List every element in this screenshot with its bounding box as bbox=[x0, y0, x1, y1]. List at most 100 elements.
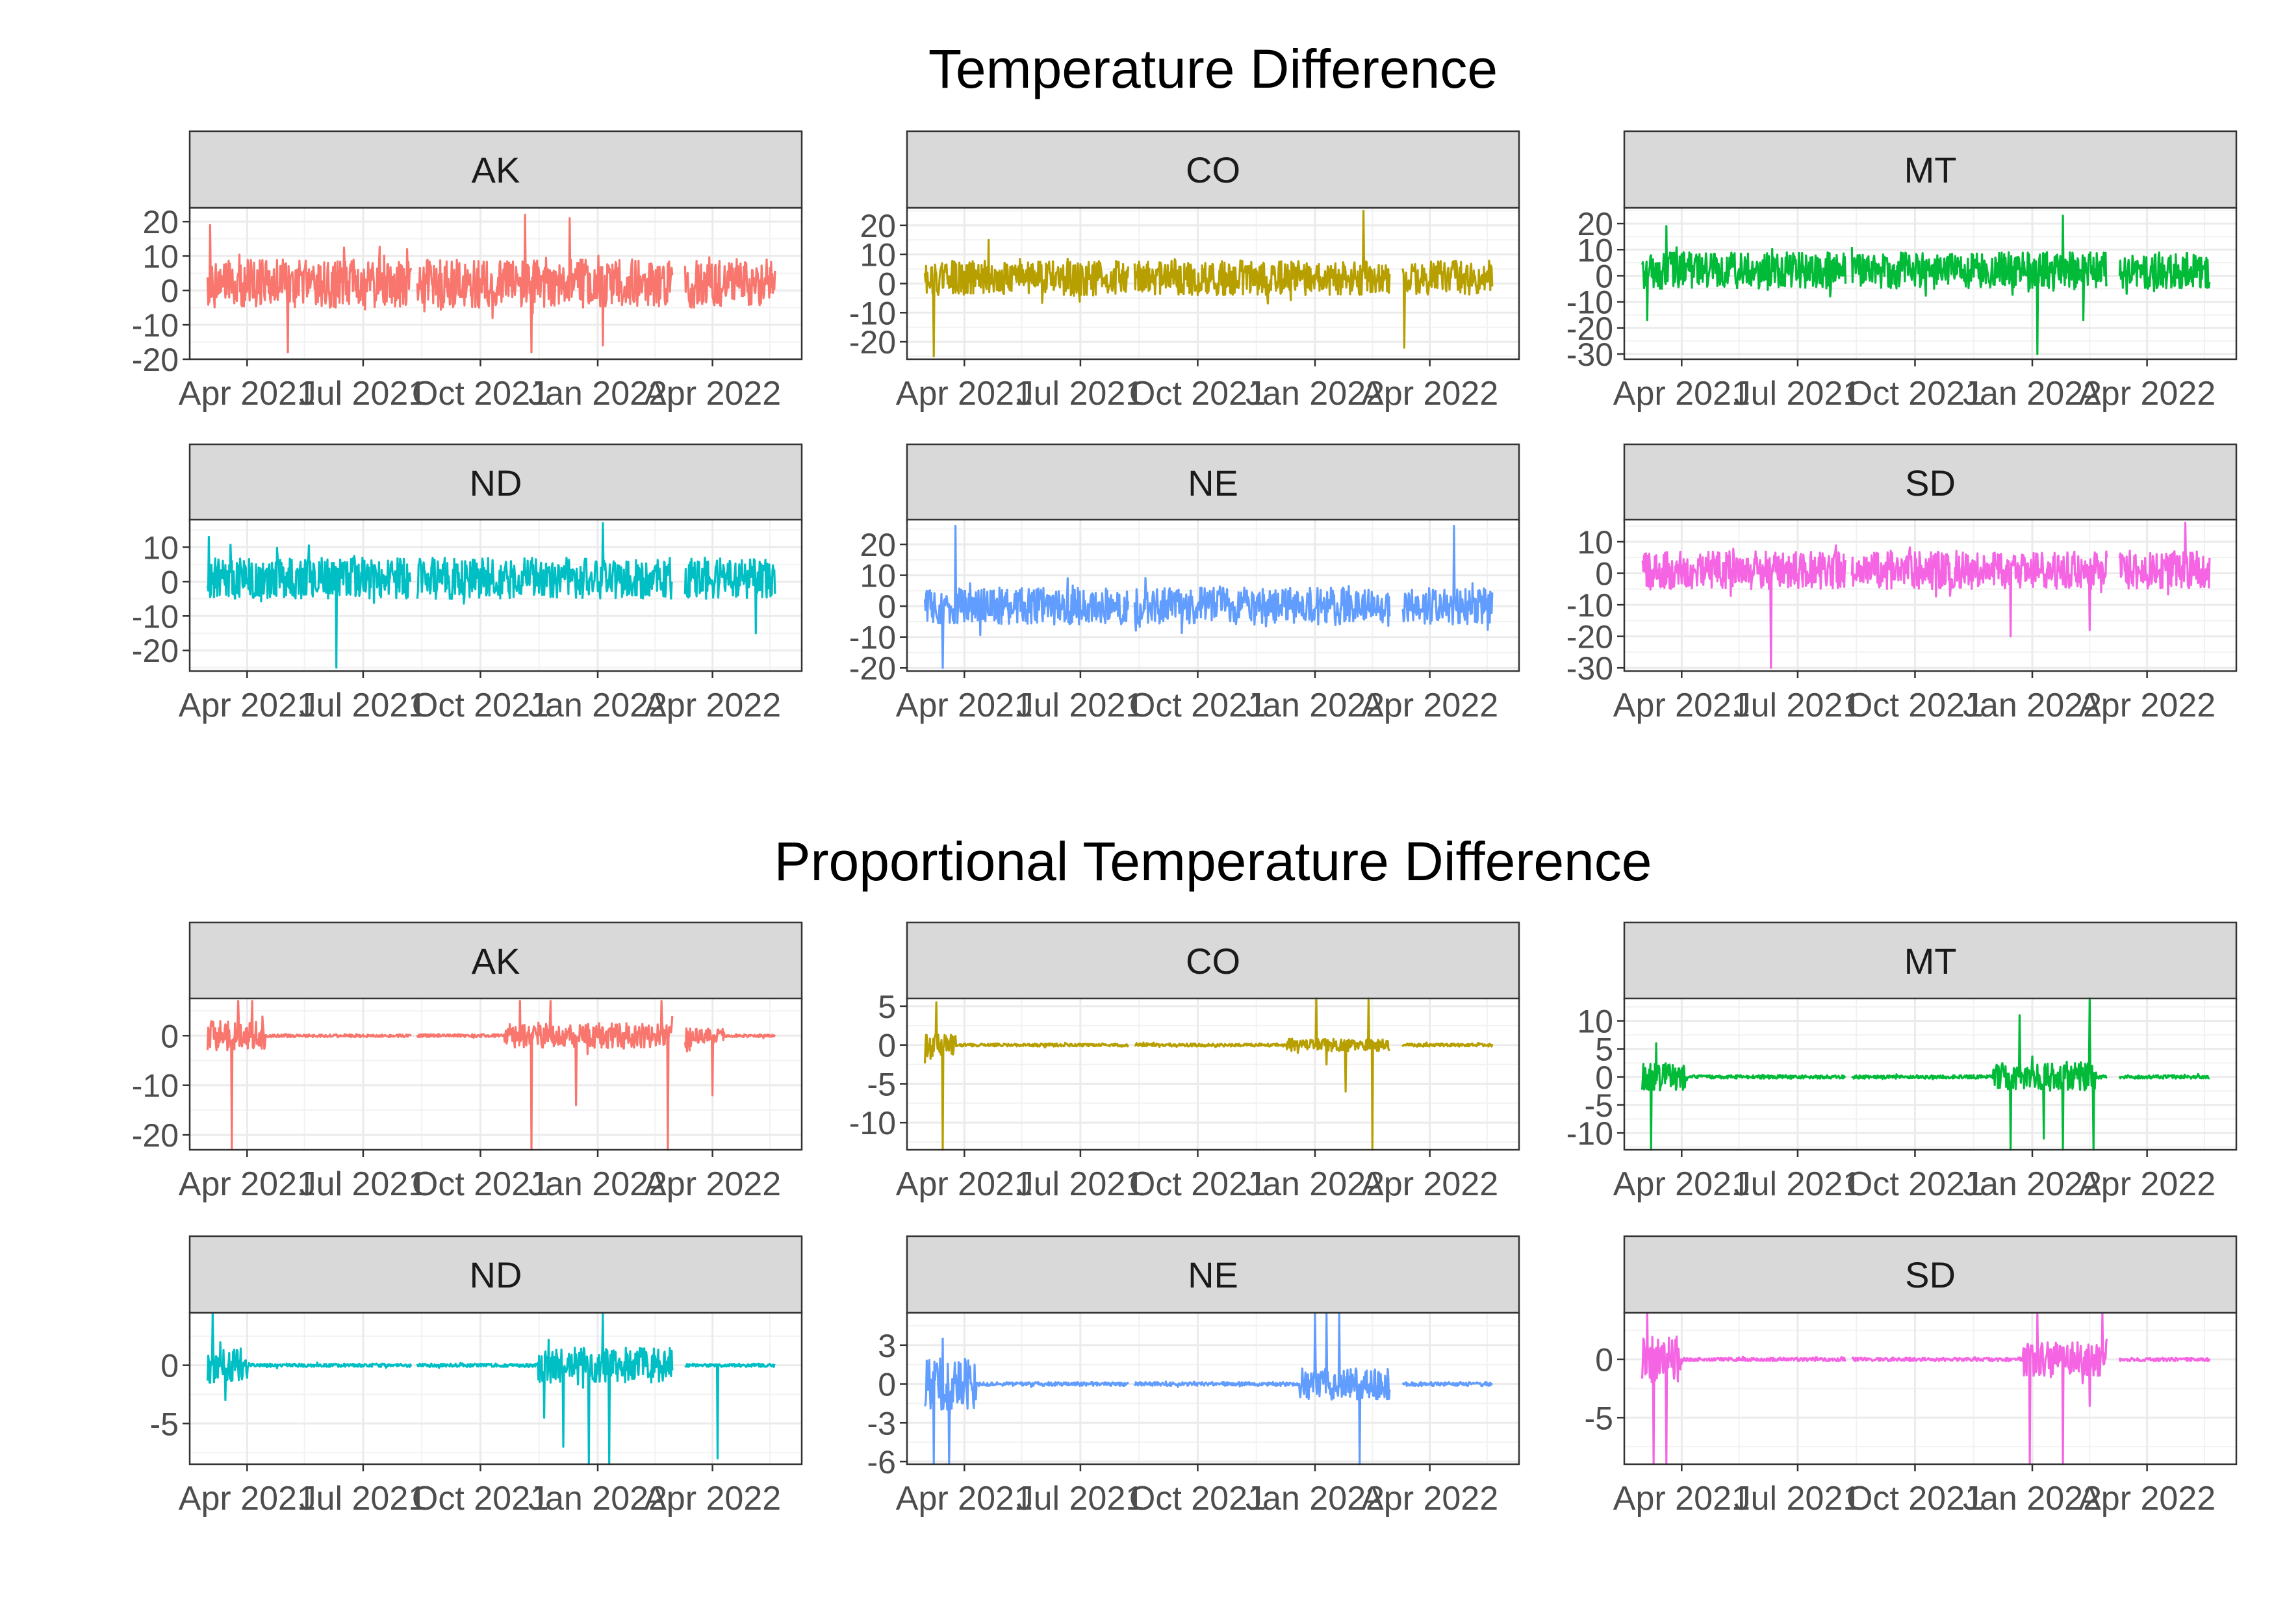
x-tick-label: Apr 2022 bbox=[644, 1165, 781, 1203]
y-tick-label: -5 bbox=[1585, 1087, 1613, 1124]
panel-background bbox=[907, 1313, 1519, 1464]
y-tick-label: -20 bbox=[849, 650, 896, 687]
y-tick-label: -10 bbox=[132, 1068, 179, 1104]
y-tick-label: 0 bbox=[878, 1028, 896, 1064]
x-tick-label: Jan 2022 bbox=[1246, 375, 1385, 412]
x-tick-label: Apr 2021 bbox=[896, 1480, 1033, 1517]
x-tick-label: Apr 2022 bbox=[2078, 687, 2216, 724]
chart-block-2: Proportional Temperature Difference AK -20… bbox=[132, 831, 2238, 1517]
facet-strip bbox=[188, 1235, 803, 1314]
y-tick-label: 0 bbox=[160, 273, 179, 309]
series-line-mt bbox=[1641, 997, 2210, 1151]
y-tick-label: 20 bbox=[860, 527, 896, 563]
x-tick-label: Apr 2021 bbox=[896, 687, 1033, 724]
facet-label: SD bbox=[1905, 1254, 1956, 1295]
y-tick-label: 10 bbox=[1577, 1004, 1613, 1040]
x-tick-label: Apr 2021 bbox=[179, 1480, 316, 1517]
facet-label: NE bbox=[1188, 1254, 1238, 1295]
facet-label: NE bbox=[1188, 463, 1238, 503]
panel-background bbox=[1624, 520, 2236, 671]
facet-strip bbox=[906, 443, 1520, 522]
y-tick-label: -10 bbox=[849, 295, 896, 331]
x-tick-label: Oct 2021 bbox=[1846, 375, 1984, 412]
panel-border bbox=[188, 207, 803, 361]
x-tick-label: Jul 2021 bbox=[1017, 1480, 1145, 1517]
y-tick-label: -5 bbox=[867, 1066, 896, 1102]
facet-label: AK bbox=[472, 941, 520, 982]
series-line-ak bbox=[206, 214, 776, 353]
x-tick-label: Jan 2022 bbox=[528, 1165, 667, 1203]
series-line-ne bbox=[924, 1312, 1493, 1465]
y-tick-label: -20 bbox=[132, 1117, 179, 1154]
x-tick-label: Apr 2022 bbox=[2078, 1165, 2216, 1203]
y-tick-label: -10 bbox=[849, 620, 896, 656]
panel-border bbox=[1623, 518, 2238, 672]
x-tick-label: Jul 2021 bbox=[1017, 1165, 1145, 1203]
facet-label: ND bbox=[470, 1254, 522, 1295]
series-line-nd bbox=[206, 1312, 776, 1465]
y-tick-label: 20 bbox=[142, 204, 179, 240]
chart-title: Proportional Temperature Difference bbox=[774, 831, 1652, 892]
y-tick-label: 0 bbox=[1595, 1059, 1613, 1096]
y-tick-label: -30 bbox=[1566, 336, 1613, 373]
panel-border bbox=[1623, 1312, 2238, 1465]
y-tick-label: 3 bbox=[878, 1328, 896, 1364]
x-tick-label: Apr 2022 bbox=[644, 687, 781, 724]
x-tick-label: Jan 2022 bbox=[1963, 1480, 2102, 1517]
y-tick-label: -10 bbox=[132, 598, 179, 635]
panel-border bbox=[188, 997, 803, 1151]
facet-strip bbox=[1623, 1235, 2238, 1314]
x-tick-label: Apr 2022 bbox=[644, 375, 781, 412]
x-tick-label: Jul 2021 bbox=[1734, 687, 1862, 724]
y-tick-label: 0 bbox=[160, 1018, 179, 1054]
x-tick-label: Apr 2022 bbox=[644, 1480, 781, 1517]
x-tick-label: Apr 2021 bbox=[1613, 687, 1750, 724]
x-tick-label: Oct 2021 bbox=[412, 687, 549, 724]
x-tick-label: Jan 2022 bbox=[1963, 375, 2102, 412]
x-tick-label: Apr 2021 bbox=[896, 375, 1033, 412]
series-line-nd bbox=[206, 522, 776, 669]
x-tick-label: Apr 2022 bbox=[1361, 1165, 1498, 1203]
y-tick-label: -5 bbox=[1585, 1400, 1613, 1436]
y-tick-label: 10 bbox=[1577, 232, 1613, 268]
x-tick-label: Jan 2022 bbox=[1246, 687, 1385, 724]
y-tick-label: -10 bbox=[1566, 1115, 1613, 1152]
x-tick-label: Apr 2021 bbox=[1613, 375, 1750, 412]
x-tick-label: Apr 2021 bbox=[179, 1165, 316, 1203]
facet-label: CO bbox=[1186, 941, 1240, 982]
y-tick-label: -20 bbox=[132, 633, 179, 669]
x-tick-label: Apr 2021 bbox=[896, 1165, 1033, 1203]
x-tick-label: Oct 2021 bbox=[412, 1480, 549, 1517]
y-tick-label: -6 bbox=[867, 1444, 896, 1480]
series-line-ne bbox=[923, 524, 1494, 669]
y-tick-label: 0 bbox=[878, 266, 896, 303]
x-tick-label: Apr 2021 bbox=[1613, 1165, 1750, 1203]
x-tick-label: Apr 2021 bbox=[179, 375, 316, 412]
x-tick-label: Apr 2022 bbox=[1361, 1480, 1498, 1517]
chart-title: Temperature Difference bbox=[928, 38, 1498, 99]
y-tick-label: -10 bbox=[1566, 587, 1613, 624]
y-tick-label: 0 bbox=[1595, 556, 1613, 592]
y-tick-label: -20 bbox=[1566, 619, 1613, 655]
series-line-ak bbox=[206, 1000, 776, 1151]
x-tick-label: Jul 2021 bbox=[300, 375, 428, 412]
y-tick-label: -20 bbox=[849, 324, 896, 361]
x-tick-label: Apr 2022 bbox=[1361, 375, 1498, 412]
y-tick-label: -10 bbox=[849, 1105, 896, 1141]
x-tick-label: Oct 2021 bbox=[1129, 375, 1266, 412]
x-tick-label: Oct 2021 bbox=[1846, 1165, 1984, 1203]
x-tick-label: Jan 2022 bbox=[1963, 1165, 2102, 1203]
x-tick-label: Jul 2021 bbox=[300, 687, 428, 724]
panel-background bbox=[190, 998, 802, 1150]
y-tick-label: -20 bbox=[132, 342, 179, 378]
facet-label: MT bbox=[1904, 941, 1957, 982]
